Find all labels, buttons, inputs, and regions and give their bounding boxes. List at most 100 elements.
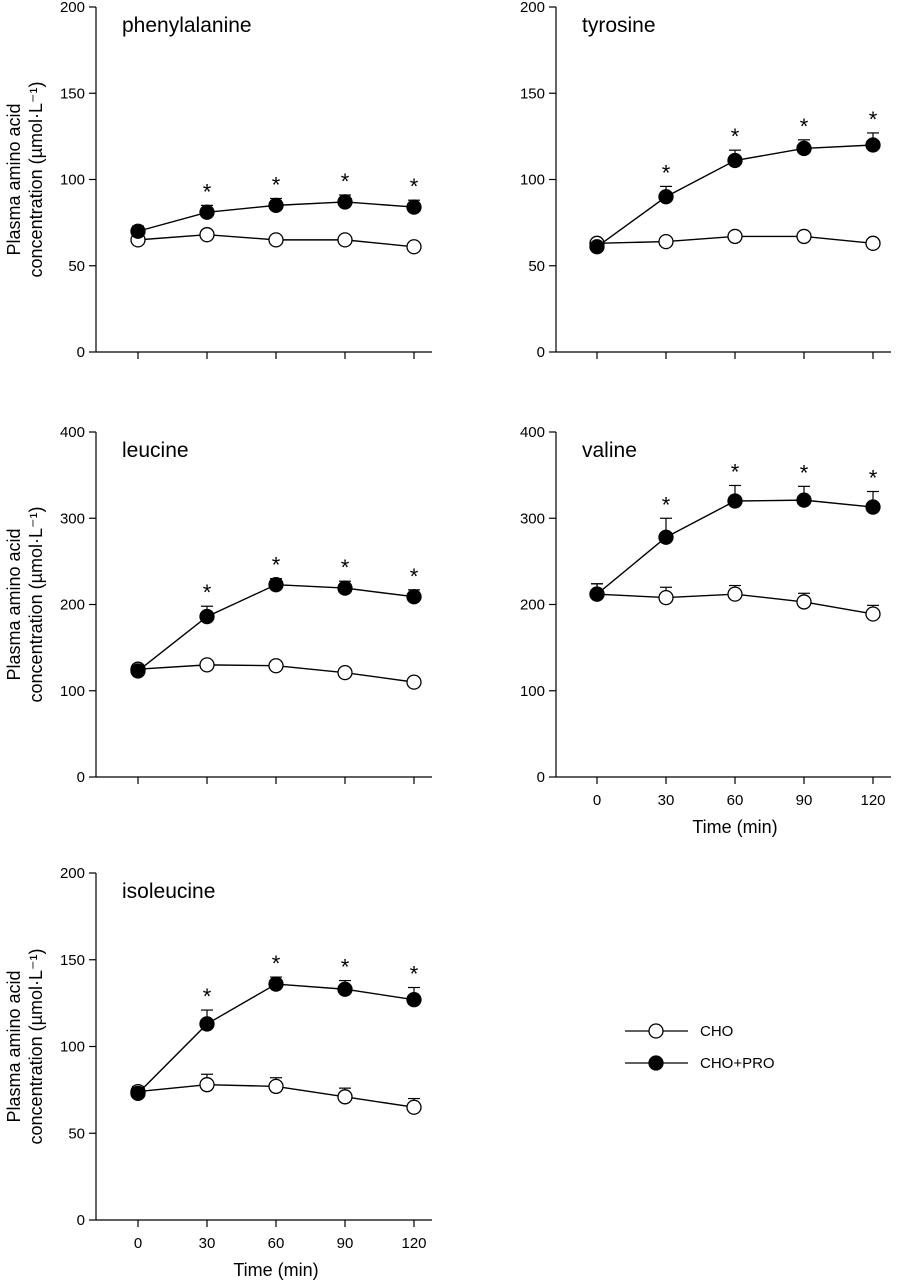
y-axis-label: Plasma amino acid — [4, 103, 24, 255]
significance-marker: * — [272, 553, 281, 578]
significance-marker: * — [800, 114, 809, 139]
data-point — [199, 204, 215, 220]
data-point — [268, 1078, 284, 1095]
y-tick-label: 50 — [528, 258, 545, 275]
y-tick-label: 400 — [520, 424, 545, 441]
panel-leucine: 0 100 200 300 400 Plasma amino acid concentrat… — [4, 424, 432, 786]
y-tick-label: 50 — [68, 1125, 85, 1142]
y-tick-label: 0 — [537, 344, 545, 361]
significance-marker: * — [203, 984, 212, 1009]
panel-title: phenylalanine — [122, 14, 252, 37]
y-tick-label: 0 — [77, 1212, 85, 1229]
y-tick-label: 200 — [520, 0, 545, 16]
x-tick-label: 120 — [401, 1235, 426, 1252]
data-point — [796, 228, 812, 245]
significance-marker: * — [731, 459, 740, 484]
significance-marker: * — [731, 124, 740, 149]
series-cho — [589, 583, 881, 622]
y-tick-label: 150 — [60, 85, 85, 102]
series-cho-pro — [130, 976, 422, 1101]
data-point — [865, 606, 881, 622]
series-cho-pro — [589, 484, 881, 602]
x-tick-label: 0 — [593, 792, 601, 809]
panel-valine: 0 100 200 300 400 0 30 60 90 120 Time (min) valine *… — [520, 424, 891, 837]
legend-marker-cho-pro — [648, 1055, 664, 1071]
x-tick-label: 30 — [199, 1235, 216, 1252]
series-cho-pro — [130, 577, 422, 679]
data-point — [658, 189, 674, 205]
data-point — [658, 529, 674, 545]
data-point — [658, 233, 674, 250]
legend-label-cho-pro: CHO+PRO — [700, 1055, 775, 1072]
y-axis-label: Plasma amino acid — [4, 970, 24, 1122]
y-tick-label: 200 — [60, 597, 85, 614]
significance-marker: * — [341, 955, 350, 980]
y-tick-label: 100 — [60, 683, 85, 700]
series-cho-pro — [589, 132, 881, 255]
data-point — [406, 199, 422, 215]
x-tick-label: 90 — [796, 792, 813, 809]
data-point — [727, 493, 743, 509]
data-point — [130, 223, 146, 239]
series-cho — [589, 228, 881, 251]
data-point — [406, 674, 422, 690]
x-tick-label: 120 — [860, 792, 885, 809]
y-axis-label: concentration (µmol·L⁻¹) — [26, 507, 46, 703]
data-point — [796, 594, 812, 610]
data-point — [727, 586, 743, 602]
series-cho-pro — [130, 194, 422, 239]
significance-marker: * — [869, 466, 878, 491]
series-line — [137, 983, 415, 1094]
data-point — [658, 589, 674, 606]
data-point — [406, 992, 422, 1008]
panel-phenylalanine: 0 50 100 150 200 Plasma amino acid concentrati… — [4, 0, 432, 361]
significance-marker: * — [203, 580, 212, 605]
significance-marker: * — [869, 107, 878, 132]
data-point — [727, 152, 743, 169]
y-tick-label: 50 — [68, 258, 85, 275]
series-cho — [130, 657, 422, 690]
panel-tyrosine: 0 50 100 150 200 tyrosine * * * * — [520, 0, 891, 361]
x-axis-label: Time (min) — [233, 1260, 318, 1280]
significance-marker: * — [341, 555, 350, 580]
x-tick-label: 90 — [337, 1235, 354, 1252]
x-tick-label: 0 — [134, 1235, 142, 1252]
panel-title: leucine — [122, 439, 189, 462]
y-tick-label: 0 — [77, 769, 85, 786]
significance-marker: * — [272, 172, 281, 197]
y-tick-label: 200 — [60, 0, 85, 16]
legend-marker-cho — [648, 1023, 664, 1039]
data-point — [865, 499, 881, 515]
data-point — [337, 580, 353, 596]
y-tick-label: 100 — [520, 683, 545, 700]
y-tick-label: 150 — [60, 952, 85, 969]
x-tick-label: 60 — [727, 792, 744, 809]
legend: CHO CHO+PRO — [625, 1023, 775, 1072]
y-tick-label: 100 — [60, 1039, 85, 1056]
data-point — [589, 239, 605, 255]
data-point — [406, 1099, 422, 1115]
data-point — [268, 976, 284, 992]
y-tick-label: 0 — [537, 769, 545, 786]
data-point — [268, 232, 284, 248]
significance-marker: * — [203, 179, 212, 204]
data-point — [268, 658, 284, 674]
significance-marker: * — [410, 962, 419, 987]
series-cho — [130, 227, 422, 255]
significance-marker: * — [800, 460, 809, 485]
data-point — [268, 577, 284, 593]
significance-marker: * — [272, 951, 281, 976]
data-point — [199, 227, 215, 243]
data-point — [337, 194, 353, 210]
data-point — [406, 239, 422, 255]
x-tick-label: 60 — [268, 1235, 285, 1252]
significance-marker: * — [341, 169, 350, 194]
data-point — [337, 664, 353, 681]
data-point — [865, 137, 881, 153]
significance-marker: * — [662, 492, 671, 517]
data-point — [130, 663, 146, 679]
series-cho — [130, 1073, 422, 1115]
data-point — [199, 608, 215, 625]
y-axis-label: concentration (µmol·L⁻¹) — [26, 949, 46, 1145]
